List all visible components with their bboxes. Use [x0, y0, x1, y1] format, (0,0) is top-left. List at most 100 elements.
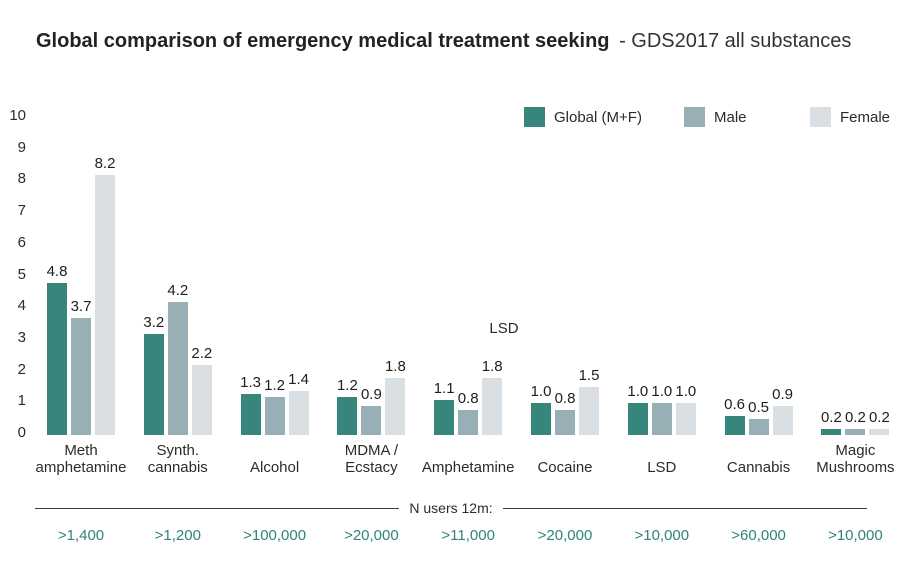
bar-value-label: 1.1	[433, 380, 455, 398]
category-label: Magic Mushrooms	[816, 442, 895, 476]
bar-globalmf	[434, 400, 455, 435]
category-label: LSD	[647, 459, 677, 476]
bar-male	[845, 428, 866, 435]
y-tick-label: 6	[17, 233, 26, 251]
legend-label-female: Female	[840, 108, 891, 126]
divider-line-left	[35, 507, 400, 509]
y-tick-label: 1	[17, 392, 26, 410]
y-tick-label: 9	[17, 138, 26, 156]
category-label: Synth. cannabis	[147, 442, 208, 476]
bar-value-label: 3.2	[143, 313, 165, 331]
bar-female	[675, 403, 696, 435]
page-title: Global comparison of emergency medical t…	[36, 30, 851, 53]
bar-female	[191, 365, 212, 435]
bar-value-label: 1.0	[530, 383, 552, 401]
bar-value-label: 1.0	[627, 383, 649, 401]
n-users-value: >1,200	[154, 527, 201, 544]
title-subtitle: - GDS2017 all substances	[619, 30, 852, 52]
bar-value-label: 0.5	[748, 399, 770, 417]
n-users-value: >20,000	[344, 527, 399, 544]
legend-swatch-female	[810, 107, 831, 127]
bar-female	[869, 428, 890, 435]
bar-female	[579, 387, 599, 435]
n-users-value: >100,000	[243, 527, 307, 544]
legend-label-male: Male	[714, 108, 747, 126]
bar-value-label: 0.2	[844, 408, 866, 426]
legend-item-global: Global (M+F)	[524, 106, 642, 128]
bar-female	[288, 390, 309, 435]
category-label: Cocaine	[537, 459, 593, 476]
legend-label-global: Global (M+F)	[554, 108, 642, 126]
bar-value-label: 0.8	[554, 389, 576, 407]
category-label: Meth amphetamine	[35, 442, 127, 476]
n-users-label: N users 12m:	[409, 500, 493, 516]
n-users-divider: N users 12m:	[35, 498, 867, 518]
category-label: Amphetamine	[421, 459, 515, 476]
bar-value-label: 0.6	[724, 395, 746, 413]
bar-value-label: 8.2	[94, 155, 116, 173]
bar-value-label: 0.8	[457, 389, 479, 407]
bar-value-label: 1.0	[651, 383, 673, 401]
y-tick-label: 4	[17, 297, 26, 315]
y-tick-label: 2	[17, 360, 26, 378]
bar-globalmf	[337, 396, 358, 435]
legend-swatch-male	[684, 107, 705, 127]
bar-male	[167, 301, 188, 435]
bar-female	[95, 175, 115, 435]
bar-value-label: 1.3	[240, 373, 262, 391]
bar-value-label: 0.2	[820, 408, 842, 426]
annotation-lsd: LSD	[489, 320, 519, 337]
n-users-value: >20,000	[537, 527, 593, 544]
n-users-value: >1,400	[57, 527, 105, 544]
y-tick-label: 5	[17, 265, 26, 283]
category-label: Alcohol	[249, 459, 300, 476]
bar-value-label: 1.5	[578, 367, 600, 385]
bar-male	[264, 396, 285, 435]
y-tick-label: 10	[9, 107, 26, 124]
bar-female	[482, 377, 503, 435]
category-label: MDMA / Ecstacy	[344, 442, 399, 476]
n-users-value: >10,000	[828, 527, 883, 544]
plot-area: 4.8 3.7 8.2 3.2 4.2 2.2 1.3 1.2 1.4 1.2 0.9 1.8 1.1 0…	[0, 118, 900, 435]
category-label: Cannabis	[726, 459, 791, 476]
bar-female	[385, 377, 406, 435]
bar-value-label: 1.8	[384, 357, 406, 375]
bar-globalmf	[724, 415, 745, 435]
bar-male	[748, 419, 769, 435]
bar-globalmf	[627, 403, 648, 435]
bar-value-label: 1.2	[336, 376, 358, 394]
bar-male	[361, 406, 382, 435]
bar-female	[772, 406, 793, 435]
bar-value-label: 1.4	[288, 370, 310, 388]
bar-value-label: 4.8	[46, 262, 68, 280]
bar-globalmf	[240, 393, 261, 435]
bar-globalmf	[143, 333, 164, 435]
n-users-value: >11,000	[441, 527, 495, 544]
bar-value-label: 4.2	[167, 281, 189, 299]
bar-male	[458, 409, 479, 435]
bar-value-label: 1.8	[481, 357, 503, 375]
y-tick-label: 7	[17, 202, 26, 220]
bar-globalmf	[531, 403, 551, 435]
bar-value-label: 1.0	[675, 383, 697, 401]
bar-value-label: 3.7	[70, 297, 92, 315]
legend-item-male: Male	[684, 106, 747, 128]
bar-male	[651, 403, 672, 435]
y-tick-label: 3	[17, 328, 26, 346]
bar-globalmf	[47, 282, 67, 435]
legend-item-female: Female	[810, 106, 890, 128]
bar-male	[71, 317, 91, 435]
n-users-value: >60,000	[731, 527, 786, 544]
title-main: Global comparison of emergency medical t…	[36, 30, 610, 52]
legend: Global (M+F) Male Female	[0, 106, 900, 128]
n-users-value: >10,000	[634, 527, 690, 544]
divider-line-right	[502, 507, 867, 509]
legend-swatch-global	[524, 107, 545, 127]
bar-value-label: 0.9	[772, 386, 794, 404]
bar-value-label: 2.2	[191, 345, 213, 363]
bar-value-label: 0.9	[360, 386, 382, 404]
y-tick-label: 0	[17, 424, 26, 441]
y-tick-label: 8	[17, 170, 26, 188]
bar-globalmf	[821, 428, 842, 435]
